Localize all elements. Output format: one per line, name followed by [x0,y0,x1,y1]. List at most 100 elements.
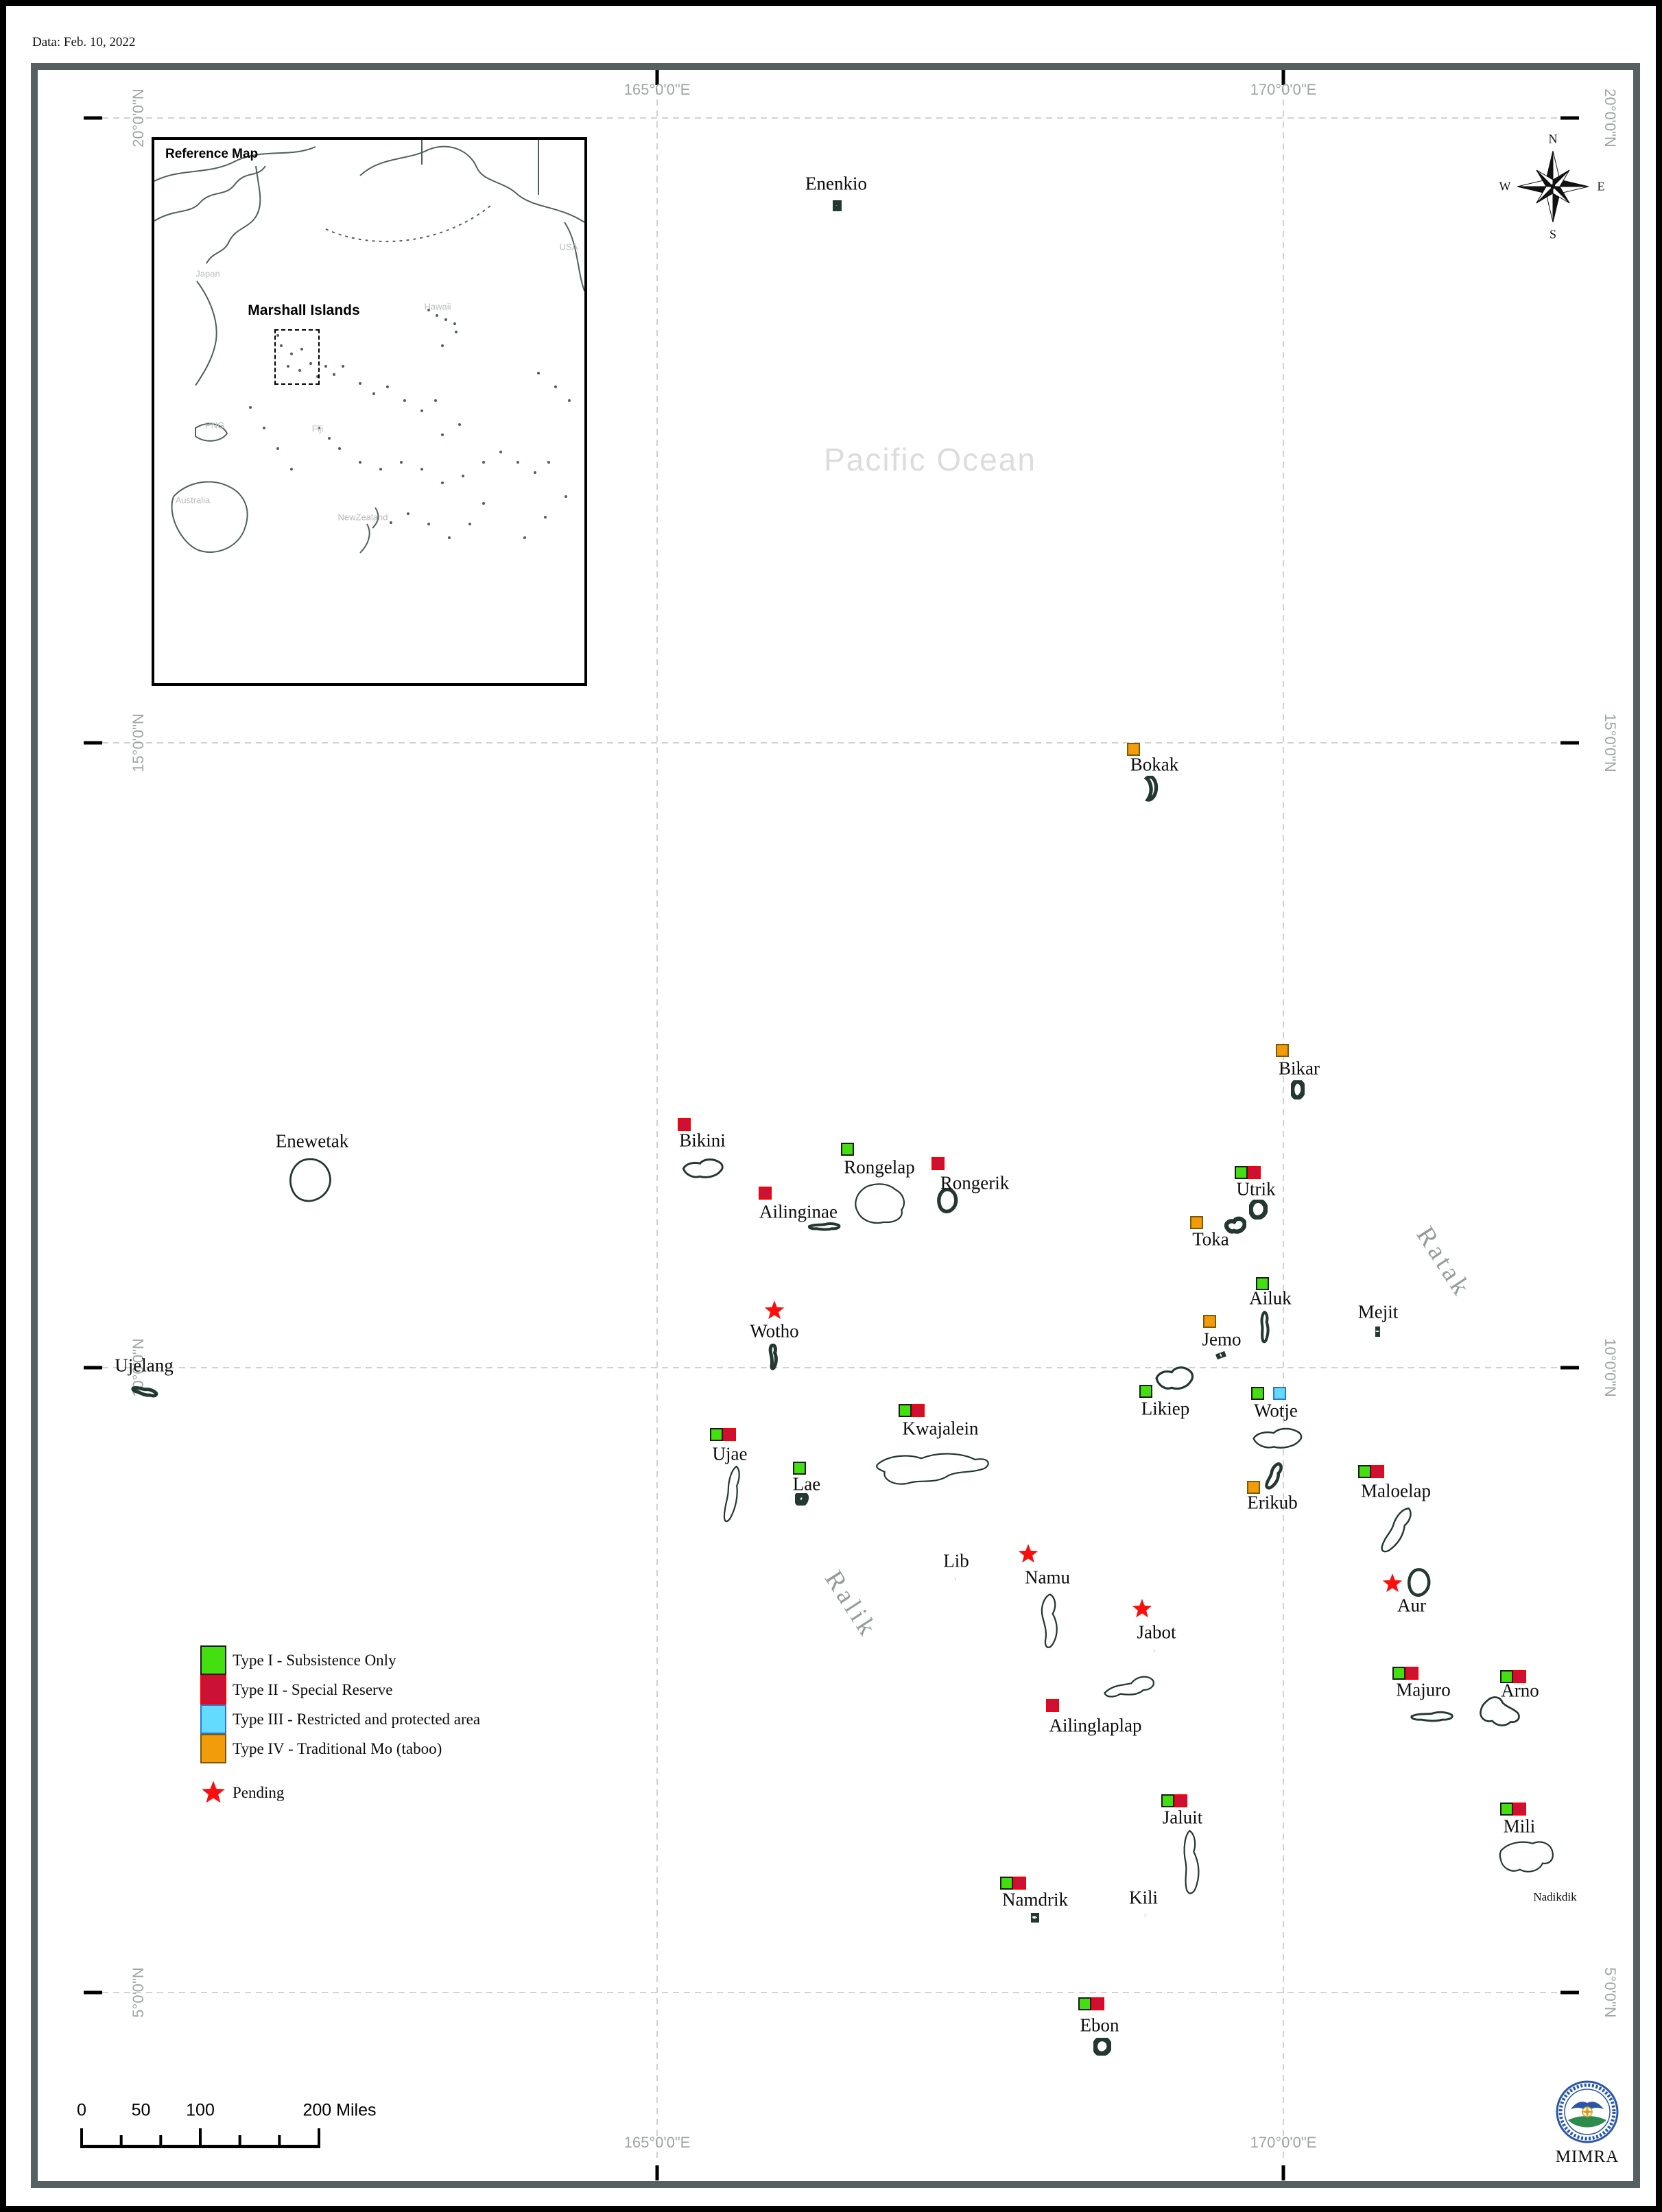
lon-label-bottom: 170°0'0"E [1250,2134,1317,2151]
island-outline-ailinginae [807,1219,842,1235]
lat-label-left: 20°0'0"N [130,88,147,147]
type-II-marker-icon [1513,1802,1526,1816]
island-label-rongerik: Rongerik [940,1172,1010,1193]
island-label-wotho: Wotho [750,1320,799,1342]
lat-label-right: 15°0'0"N [1602,713,1619,772]
island-label-enenkio: Enenkio [805,173,867,194]
type-II-marker-icon [931,1156,945,1170]
type-II-marker-icon [1013,1876,1026,1890]
island-outline-kwajalein [872,1441,995,1503]
compass-rose-icon [1517,150,1589,223]
island-label-nadikdik: Nadikdik [1533,1890,1577,1903]
scale-label-200-miles: 200 Miles [302,2100,377,2120]
island-label-wotje: Wotje [1254,1400,1298,1421]
type-IV-marker-icon [1126,742,1140,756]
legend-label-type-IV: Type IV - Traditional Mo (taboo) [233,1739,442,1757]
island-outline-wotje [1249,1424,1305,1454]
mimra-logo-text: MIMRA [1555,2148,1619,2166]
island-outline-arno [1473,1692,1524,1740]
scale-label-50: 50 [131,2100,151,2120]
marker-erikub [1246,1480,1260,1494]
island-outline-rongerik [937,1188,958,1214]
type-II-marker-icon [1371,1464,1384,1478]
island-outline-enenkio [833,200,842,211]
type-I-marker-icon [1139,1384,1152,1398]
type-IV-marker-icon [1202,1314,1216,1328]
island-outline-lae [795,1493,809,1506]
legend-label-type-II: Type II - Special Reserve [233,1680,393,1698]
island-label-ailinginae: Ailinginae [759,1201,838,1222]
type-I-marker-icon [1250,1386,1264,1400]
island-label-mejit: Mejit [1357,1301,1399,1322]
island-outline-utrik [1249,1200,1268,1220]
type-II-marker-icon [1045,1698,1059,1712]
island-outline-majuro [1409,1705,1456,1728]
type-II-marker-icon [1405,1666,1418,1680]
island-outline-erikub [1256,1458,1292,1496]
inset-title: Reference Map [165,147,259,161]
mimra-seal-icon [1556,2080,1619,2143]
legend-label-type-I: Type I - Subsistence Only [233,1651,396,1669]
type-II-marker-icon [758,1186,772,1200]
inset-country-australia: Australia [175,495,211,506]
island-label-lib: Lib [943,1550,969,1571]
island-outline-ebon [1093,2038,1111,2056]
lat-label-right: 10°0'0"N [1602,1338,1619,1397]
marker-ujae [710,1427,736,1441]
island-label-likiep: Likiep [1141,1398,1190,1419]
map-canvas: Pacific Ocean Reference Map Marshall Isl… [6,6,1656,2206]
lat-label-right: 20°0'0"N [1602,88,1619,147]
island-outline-bokak [1142,776,1161,802]
marker-ebon [1078,1997,1104,2010]
type-II-marker-icon [723,1427,736,1441]
island-label-kili: Kili [1128,1887,1159,1908]
type-II-marker-icon [1174,1794,1187,1807]
lon-label-top: 170°0'0"E [1250,81,1317,98]
compass-west-label: W [1499,179,1511,193]
island-label-jabot: Jabot [1137,1621,1176,1643]
lat-label-left: 5°0'0"N [130,1967,147,2018]
island-outline-bikar [1291,1080,1305,1099]
island-outline-ailinglaplap [1097,1666,1158,1714]
type-III-marker-icon [1272,1386,1286,1400]
legend-label-type-P: Pending [233,1784,285,1801]
type-I-marker-icon [1392,1666,1405,1680]
compass-south-label: S [1549,227,1557,241]
legend-square-type-II [200,1675,226,1704]
type-I-marker-icon [1500,1669,1513,1683]
island-outline-mili [1495,1834,1558,1886]
island-label-ailuk: Ailuk [1249,1287,1292,1309]
island-label-namu: Namu [1025,1567,1070,1588]
marker-ailinginae [758,1186,772,1200]
island-outline-namdrik [1031,1913,1039,1923]
inset-country-fiji: Fiji [311,423,324,434]
island-outline-kili [1142,1912,1148,1917]
marker-likiep [1139,1384,1152,1398]
island-label-jaluit: Jaluit [1162,1807,1203,1828]
scale-label-0: 0 [77,2100,86,2120]
type-IV-marker-icon [1246,1480,1260,1494]
island-outline-toka [1224,1215,1246,1236]
marker-kwajalein [899,1403,925,1417]
island-label-ujelang: Ujelang [115,1355,174,1376]
inset-country-japan: Japan [195,268,220,279]
island-outline-jaluit [1172,1828,1212,1898]
scale-label-100: 100 [186,2100,215,2120]
marker-jaluit [1161,1794,1187,1807]
type-I-marker-icon [840,1142,854,1156]
island-label-bikini: Bikini [679,1130,726,1151]
type-I-marker-icon [1000,1876,1013,1890]
type-I-marker-icon [899,1403,912,1417]
island-outline-aur [1407,1568,1432,1598]
graticule-lines [84,70,1579,2180]
data-date-note: Data: Feb. 10, 2022 [32,35,136,49]
marker-ailinglaplap [1045,1698,1059,1712]
compass-north-label: N [1548,132,1558,146]
type-II-marker-icon [1248,1165,1261,1179]
island-label-ailinglaplap: Ailinglaplap [1049,1715,1142,1736]
type-II-marker-icon [677,1117,691,1131]
island-outline-ailuk [1256,1311,1274,1344]
island-label-toka: Toka [1192,1228,1229,1250]
legend-square-type-IV [200,1734,226,1763]
lat-label-right: 5°0'0"N [1602,1967,1619,2018]
